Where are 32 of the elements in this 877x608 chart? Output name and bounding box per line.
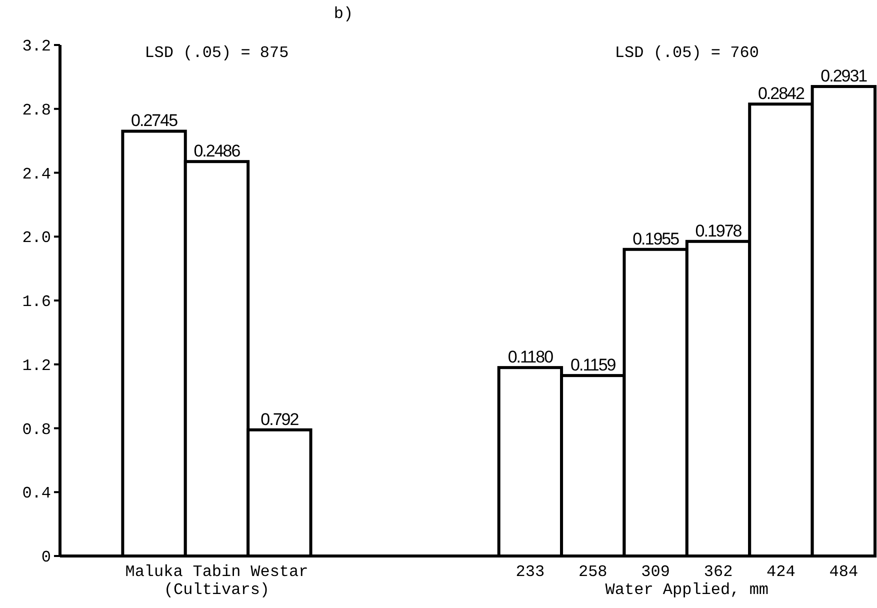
x-tick-label: 309: [641, 563, 670, 581]
annotation: 0.1955: [632, 229, 680, 248]
annotation: 0.2842: [758, 84, 805, 104]
x-tick-label: 362: [704, 563, 733, 581]
y-tick-label: 2.8: [22, 101, 51, 120]
text: Water Applied, mm: [605, 581, 769, 599]
text: (Cultivars): [164, 581, 270, 599]
y-tick-label: 0.4: [22, 484, 51, 503]
annotation: 0.2486: [194, 142, 240, 161]
y-tick-label: 0: [41, 548, 51, 567]
annotation: 0.2931: [820, 66, 868, 86]
x-tick-label: Westar: [250, 563, 308, 581]
annotation: 0.2745: [131, 111, 178, 130]
x-tick-label: 424: [766, 563, 796, 581]
annotation: 0.792: [260, 410, 299, 429]
y-tick-label: 3.2: [22, 38, 51, 56]
y-tick-label: 2.4: [22, 165, 51, 184]
y-tick-label: 0.8: [22, 420, 51, 439]
annotation: 0.1180: [508, 348, 554, 367]
y-tick-label: 2.0: [22, 229, 51, 248]
x-tick-label: 258: [578, 563, 608, 581]
annotation: LSD (.05) = 760: [614, 44, 759, 62]
x-tick-label: 484: [829, 563, 858, 581]
y-tick-label: 1.2: [22, 356, 51, 375]
y-tick-label: 1.6: [22, 293, 51, 312]
annotation: 0.1159: [570, 356, 616, 375]
annotation: 0.1978: [695, 221, 742, 240]
annotation: LSD (.05) = 875: [144, 44, 289, 62]
x-tick-label: 233: [516, 563, 545, 581]
x-tick-label: Maluka: [125, 563, 184, 581]
x-tick-label: Tabin: [192, 563, 241, 581]
chart-title: b): [334, 5, 354, 23]
